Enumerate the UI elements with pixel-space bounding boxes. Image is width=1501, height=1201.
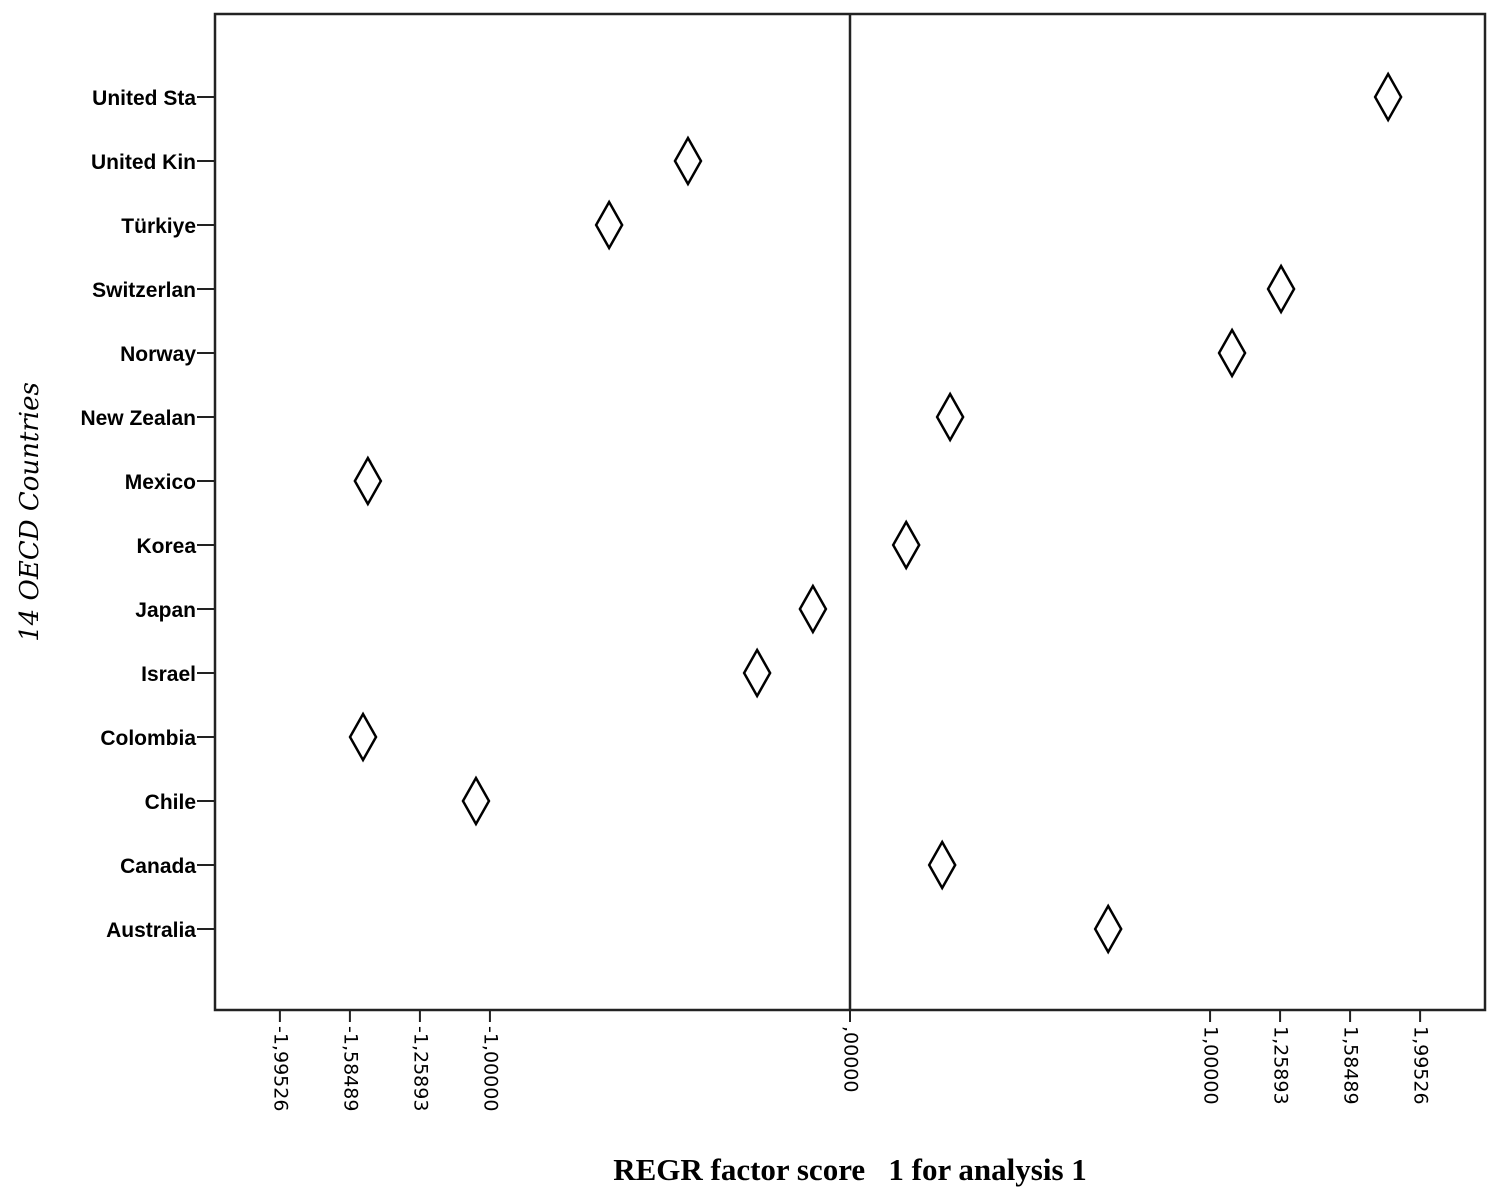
x-tick-label: -1,99526 — [269, 1026, 291, 1111]
diamond-marker — [891, 519, 921, 571]
y-axis-title: 14 OECD Countries — [15, 382, 45, 642]
y-tick-label: Japan — [135, 599, 196, 622]
x-axis-title: REGR factor score 1 for analysis 1 — [613, 1152, 1087, 1187]
x-tick-label: 1,25893 — [1270, 1026, 1292, 1105]
y-tick-label: Colombia — [100, 727, 196, 750]
x-tick-label: -1,00000 — [479, 1026, 501, 1111]
diamond-marker — [673, 135, 703, 187]
diamond-marker — [927, 839, 957, 891]
diamond-marker — [798, 583, 828, 635]
y-tick-label: New Zealan — [80, 407, 196, 430]
y-tick-label: United Sta — [92, 87, 196, 110]
diamond-marker — [1093, 903, 1123, 955]
y-tick-label: Australia — [106, 919, 196, 942]
x-tick-label: -1,25893 — [409, 1026, 431, 1111]
x-tick-label: 1,99526 — [1410, 1026, 1432, 1105]
diamond-marker — [461, 775, 491, 827]
y-tick-label: Korea — [136, 535, 196, 558]
diamond-marker — [1373, 71, 1403, 123]
y-tick-label: Chile — [145, 791, 196, 814]
x-tick-label: 1,58489 — [1340, 1026, 1362, 1105]
diamond-marker — [353, 455, 383, 507]
y-tick-label: Norway — [120, 343, 196, 366]
x-tick-label: -1,58489 — [339, 1026, 361, 1111]
y-tick-label: Switzerlan — [92, 279, 196, 302]
y-tick-label: Mexico — [125, 471, 196, 494]
y-tick-label: Türkiye — [121, 215, 196, 238]
y-tick-label: Israel — [141, 663, 196, 686]
y-tick-label: Canada — [120, 855, 196, 878]
diamond-marker — [742, 647, 772, 699]
x-tick-label: ,00000 — [840, 1026, 862, 1092]
diamond-marker — [1266, 263, 1296, 315]
diamond-marker — [348, 711, 378, 763]
y-tick-label: United Kin — [91, 151, 196, 174]
diamond-marker — [935, 391, 965, 443]
diamond-marker — [594, 199, 624, 251]
diamond-marker — [1217, 327, 1247, 379]
x-tick-label: 1,00000 — [1200, 1026, 1222, 1105]
